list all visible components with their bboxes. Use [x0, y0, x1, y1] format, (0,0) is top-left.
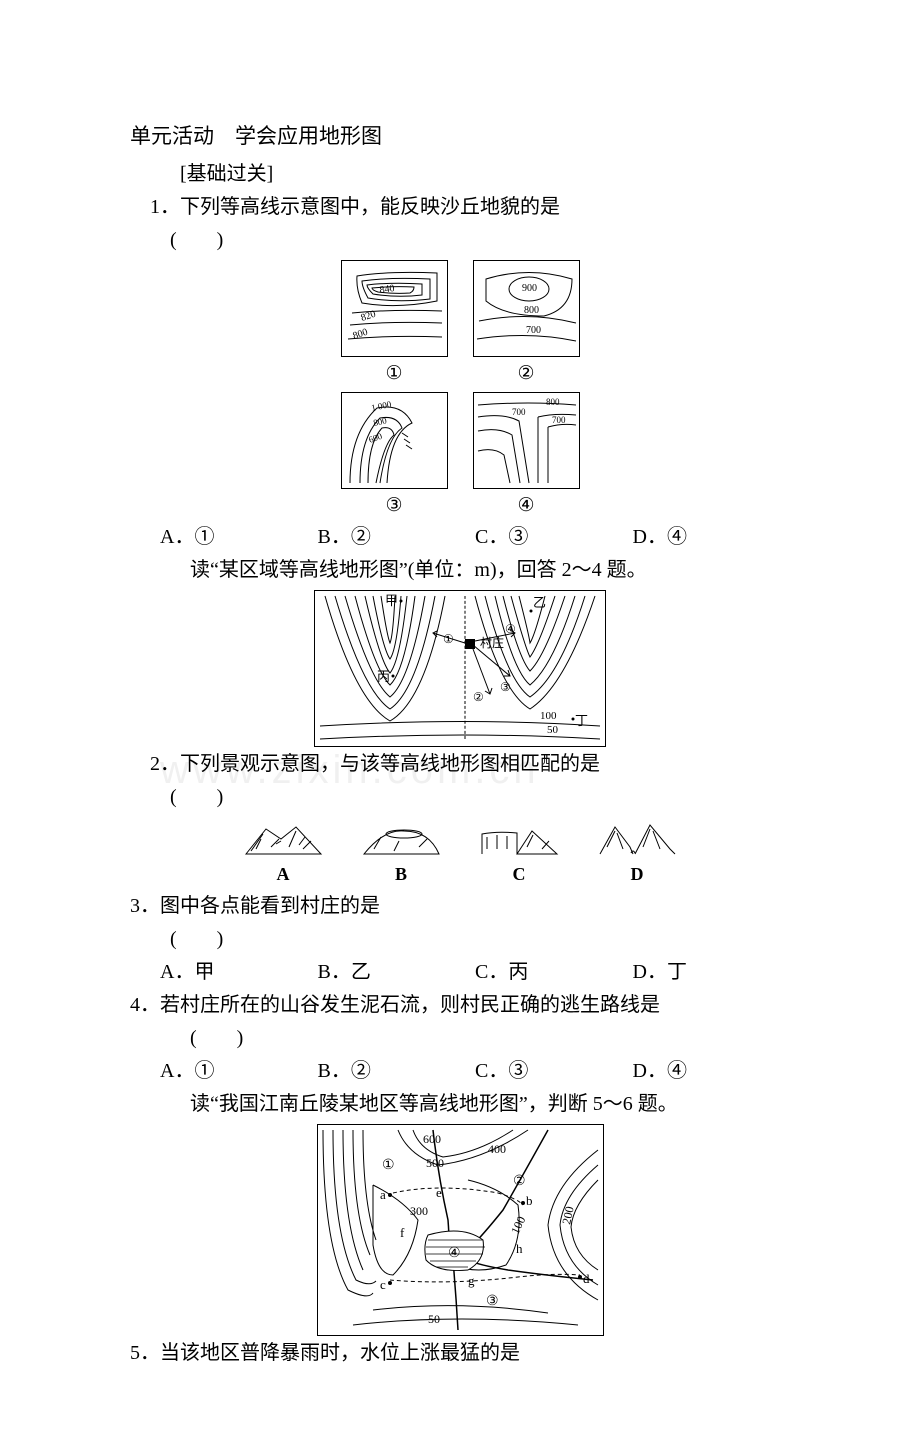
svg-text:①: ①: [382, 1158, 395, 1173]
sketch-c-label: C: [513, 861, 526, 889]
q4-options: A．① B．② C．③ D．④: [160, 1056, 790, 1087]
q5-stem: 5．当该地区普降暴雨时，水位上涨最猛的是: [130, 1338, 790, 1369]
svg-text:a: a: [380, 1187, 386, 1202]
q3-stem: 3．图中各点能看到村庄的是: [130, 891, 790, 922]
svg-text:e: e: [436, 1185, 442, 1200]
q4-stem: 4．若村庄所在的山谷发生泥石流，则村民正确的逃生路线是: [130, 990, 790, 1021]
q1-stem: 1．下列等高线示意图中，能反映沙丘地貌的是: [130, 192, 790, 223]
svg-text:d: d: [583, 1271, 590, 1286]
svg-text:h: h: [516, 1241, 523, 1256]
q1-sub3-svg: 1 000 800 600: [342, 393, 447, 488]
svg-text:840: 840: [378, 283, 394, 296]
svg-text:800: 800: [546, 397, 560, 407]
svg-text:800: 800: [372, 415, 388, 428]
svg-text:600: 600: [423, 1132, 441, 1146]
context-5-6: 读“我国江南丘陵某地区等高线地形图”，判断 5～6 题。: [130, 1089, 790, 1120]
q1-sub2-label: ②: [517, 359, 534, 388]
q1-opt-b: B．②: [318, 522, 476, 553]
svg-text:甲: 甲: [385, 593, 398, 608]
q3-blank: ( ): [130, 924, 790, 955]
q3-opt-d: D．丁: [633, 957, 791, 988]
unit-title: 单元活动 学会应用地形图: [130, 120, 790, 153]
sketch-a: [241, 819, 326, 859]
q1-blank: ( ): [130, 225, 790, 256]
svg-text:g: g: [468, 1273, 475, 1288]
q1-figure: 840 820 800 ①: [130, 260, 790, 521]
sketch-b-label: B: [395, 861, 407, 889]
q1-opt-d: D．④: [633, 522, 791, 553]
svg-text:丁: 丁: [575, 713, 588, 728]
svg-text:村庄: 村庄: [480, 635, 504, 650]
svg-text:500: 500: [426, 1156, 444, 1170]
svg-text:200: 200: [559, 1205, 576, 1226]
q1-sub1-svg: 840 820 800: [342, 261, 447, 356]
svg-text:100: 100: [508, 1214, 528, 1236]
q4-opt-b: B．②: [318, 1056, 476, 1087]
context-2-4: 读“某区域等高线地形图”(单位：m)，回答 2～4 题。: [130, 555, 790, 586]
svg-text:50: 50: [428, 1312, 440, 1326]
svg-text:300: 300: [410, 1204, 428, 1218]
q4-opt-a: A．①: [160, 1056, 318, 1087]
svg-text:④: ④: [448, 1246, 461, 1261]
svg-text:c: c: [380, 1277, 386, 1292]
sketch-d: [595, 819, 680, 859]
q2-sketches: A B C: [130, 819, 790, 889]
q1-sub4-label: ④: [517, 491, 534, 520]
fig-5-6: 600 500 400 300 200 100 50 a b c d e f g…: [130, 1124, 790, 1336]
q1-options: A．① B．② C．③ D．④: [160, 522, 790, 553]
q4-blank: ( ): [130, 1023, 790, 1054]
svg-text:700: 700: [552, 415, 566, 425]
svg-text:丙: 丙: [377, 669, 390, 684]
svg-text:700: 700: [512, 407, 526, 417]
q2-blank: ( ): [130, 782, 790, 813]
q3-options: A．甲 B．乙 C．丙 D．丁: [160, 957, 790, 988]
svg-text:④: ④: [505, 622, 516, 636]
svg-text:800: 800: [351, 326, 369, 341]
q1-sub1-label: ①: [385, 359, 402, 388]
section-subhead: [基础过关]: [130, 159, 790, 190]
q2-stem-text: 2．下列景观示意图，与该等高线地形图相匹配的是: [150, 753, 600, 775]
svg-text:乙: 乙: [533, 595, 546, 610]
sketch-a-label: A: [277, 861, 290, 889]
q1-opt-a: A．①: [160, 522, 318, 553]
q4-opt-c: C．③: [475, 1056, 633, 1087]
sketch-d-label: D: [631, 861, 644, 889]
svg-text:50: 50: [547, 724, 559, 736]
q3-opt-a: A．甲: [160, 957, 318, 988]
q4-opt-d: D．④: [633, 1056, 791, 1087]
svg-text:400: 400: [488, 1142, 506, 1156]
svg-text:③: ③: [500, 680, 511, 694]
svg-text:1 000: 1 000: [370, 399, 392, 413]
sketch-c: [477, 819, 562, 859]
q3-opt-c: C．丙: [475, 957, 633, 988]
q1-sub4-svg: 800 700 700: [474, 393, 579, 488]
svg-text:②: ②: [513, 1174, 526, 1189]
svg-text:700: 700: [526, 325, 541, 336]
sketch-b: [359, 819, 444, 859]
svg-text:①: ①: [443, 632, 454, 646]
q1-sub2-svg: 900 800 700: [474, 261, 579, 356]
fig-2-4: 甲 乙 丙 丁 村庄 ① ② ③ ④ 100 50: [130, 590, 790, 747]
q1-sub3-label: ③: [385, 491, 402, 520]
svg-text:800: 800: [524, 305, 539, 316]
svg-text:②: ②: [473, 690, 484, 704]
svg-text:100: 100: [540, 710, 557, 722]
svg-text:b: b: [526, 1193, 533, 1208]
svg-text:f: f: [400, 1225, 405, 1240]
q2-stem: 2．下列景观示意图，与该等高线地形图相匹配的是 www.zixin.com.cn: [130, 749, 790, 780]
svg-text:900: 900: [522, 283, 537, 294]
q3-opt-b: B．乙: [318, 957, 476, 988]
q1-opt-c: C．③: [475, 522, 633, 553]
